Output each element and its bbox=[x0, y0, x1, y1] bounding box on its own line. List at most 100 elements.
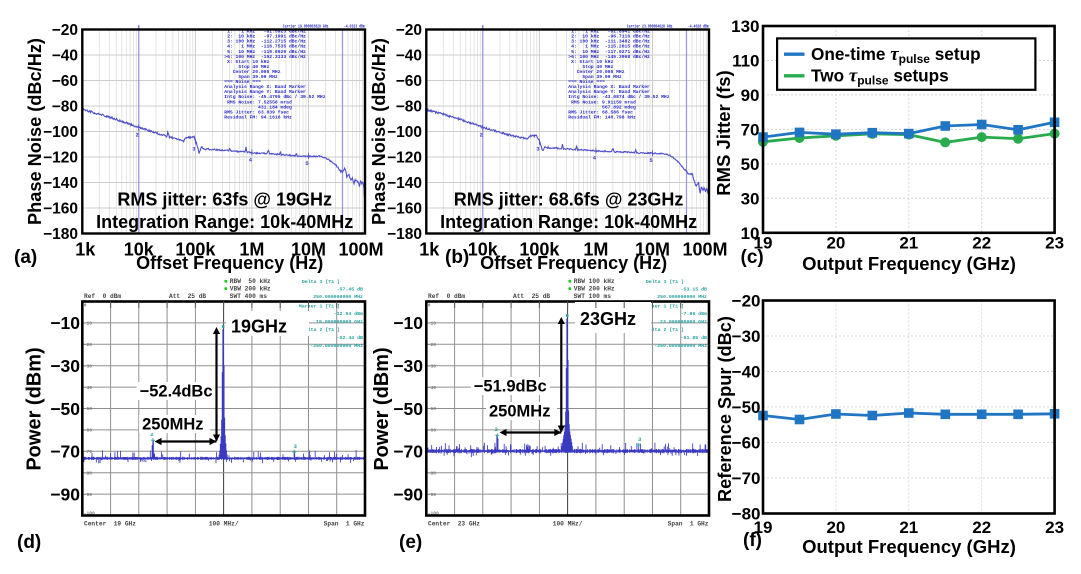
svg-text:Delta 3 [T1 ]: Delta 3 [T1 ] bbox=[646, 279, 684, 285]
svg-text:−51.9dBc: −51.9dBc bbox=[474, 378, 547, 396]
svg-text:Offset Frequency (Hz): Offset Frequency (Hz) bbox=[480, 253, 667, 273]
svg-text:431.184 mdeg: 431.184 mdeg bbox=[224, 104, 292, 110]
svg-text:Intg Noise: -43.0874 dBc / 39.: Intg Noise: -43.0874 dBc / 39.52 MHz bbox=[568, 94, 669, 100]
svg-text:1: 1 kHz -82.8941 dBc/Hz: 1: 1 kHz -82.8941 dBc/Hz bbox=[568, 29, 650, 35]
svg-text:Att 25 dB: Att 25 dB bbox=[513, 293, 550, 300]
svg-text:-52.44 dB: -52.44 dB bbox=[337, 335, 363, 341]
svg-text:VBW 200 kHz: VBW 200 kHz bbox=[574, 286, 615, 293]
svg-text:Delta 2 [T1 ]: Delta 2 [T1 ] bbox=[302, 327, 340, 333]
svg-text:-50: -50 bbox=[84, 406, 93, 412]
svg-text:-80: -80 bbox=[84, 470, 93, 476]
svg-text:30: 30 bbox=[741, 189, 760, 208]
svg-text:−30: −30 bbox=[50, 356, 80, 376]
svg-text:Marker 1 [T1 ]: Marker 1 [T1 ] bbox=[643, 303, 684, 309]
svg-text:−60: −60 bbox=[52, 73, 78, 90]
svg-text:23: 23 bbox=[1045, 518, 1064, 537]
svg-text:Analysis Range Y: Band Marker: Analysis Range Y: Band Marker bbox=[568, 89, 650, 95]
svg-text:-20: -20 bbox=[84, 342, 93, 348]
svg-text:−90: −90 bbox=[393, 484, 423, 504]
svg-text:-60: -60 bbox=[84, 428, 93, 434]
svg-text:Output Frequency (GHz): Output Frequency (GHz) bbox=[802, 536, 1016, 557]
svg-text:2: 2 bbox=[495, 426, 498, 433]
svg-text:-30: -30 bbox=[84, 363, 93, 369]
svg-text:1M: 1M bbox=[583, 240, 608, 260]
svg-text:Stop 40 MHz: Stop 40 MHz bbox=[568, 64, 613, 70]
svg-text:19: 19 bbox=[754, 234, 773, 253]
svg-text:−100: −100 bbox=[43, 124, 78, 141]
svg-text:>6: 100 MHz -152.3133 dBc/Hz: >6: 100 MHz -152.3133 dBc/Hz bbox=[224, 54, 306, 60]
svg-text:Two τpulse setups: Two τpulse setups bbox=[811, 65, 949, 87]
svg-text:2: 10 kHz -96.7116 dBc/Hz: 2: 10 kHz -96.7116 dBc/Hz bbox=[568, 34, 650, 40]
svg-text:-60: -60 bbox=[428, 428, 437, 434]
svg-text:−52.4dBc: −52.4dBc bbox=[140, 383, 213, 401]
svg-text:−180: −180 bbox=[387, 226, 422, 243]
svg-text:1k: 1k bbox=[75, 240, 96, 260]
svg-text:−80: −80 bbox=[396, 99, 422, 116]
svg-text:100M: 100M bbox=[682, 240, 727, 260]
svg-text:70: 70 bbox=[741, 120, 760, 139]
svg-text:3: 3 bbox=[638, 436, 642, 443]
svg-text:Phase Noise (dBc/Hz): Phase Noise (dBc/Hz) bbox=[369, 38, 389, 225]
svg-text:-100: -100 bbox=[428, 510, 439, 516]
svg-text:-10: -10 bbox=[84, 321, 93, 327]
svg-text:>6: 100 MHz -145.3968 dBc/Hz: >6: 100 MHz -145.3968 dBc/Hz bbox=[568, 54, 650, 60]
svg-text:250.000000000 MHz: 250.000000000 MHz bbox=[313, 294, 363, 300]
svg-text:4: 1 MHz -115.2015 dBc/Hz: 4: 1 MHz -115.2015 dBc/Hz bbox=[568, 44, 650, 50]
svg-text:−40: −40 bbox=[732, 363, 761, 382]
svg-text:RMS jitter: 68.6fs @ 23GHz: RMS jitter: 68.6fs @ 23GHz bbox=[454, 190, 684, 210]
svg-text:Span 39.99 MHz: Span 39.99 MHz bbox=[224, 74, 278, 80]
svg-text:Power (dBm): Power (dBm) bbox=[371, 347, 393, 470]
svg-text:4: 4 bbox=[249, 157, 253, 164]
svg-text:20: 20 bbox=[826, 234, 845, 253]
svg-text:4: 1 MHz -116.7535 dBc/Hz: 4: 1 MHz -116.7535 dBc/Hz bbox=[224, 44, 306, 50]
svg-text:RMS jitter: 63fs @ 19GHz: RMS jitter: 63fs @ 19GHz bbox=[117, 190, 332, 210]
svg-text:100 MHz/: 100 MHz/ bbox=[553, 521, 583, 528]
svg-text:2: 2 bbox=[480, 132, 483, 139]
svg-text:−160: −160 bbox=[43, 201, 78, 218]
svg-text:Power (dBm): Power (dBm) bbox=[24, 347, 46, 470]
svg-text:Reference Spur (dBc): Reference Spur (dBc) bbox=[715, 316, 735, 502]
svg-text:23.000000000 GHz: 23.000000000 GHz bbox=[660, 319, 707, 325]
svg-text:19GHz: 19GHz bbox=[231, 317, 287, 337]
svg-text:22: 22 bbox=[972, 234, 991, 253]
svg-text:50: 50 bbox=[741, 155, 760, 174]
svg-text:-70: -70 bbox=[84, 449, 93, 455]
svg-text:Center 20.005 MHz: Center 20.005 MHz bbox=[568, 69, 624, 75]
svg-text:2: 2 bbox=[136, 132, 139, 139]
svg-text:5: 10 MHz -117.0271 dBc/Hz: 5: 10 MHz -117.0271 dBc/Hz bbox=[568, 49, 650, 55]
svg-text:RMS Noise: 9.91159 mrad: RMS Noise: 9.91159 mrad bbox=[568, 99, 636, 105]
svg-text:130: 130 bbox=[731, 17, 759, 36]
svg-text:−60: −60 bbox=[732, 434, 761, 453]
svg-text:-7.86 dBm: -7.86 dBm bbox=[678, 311, 707, 317]
svg-text:Intg Noise: -45.4795 dBc / 39.: Intg Noise: -45.4795 dBc / 39.52 MHz bbox=[224, 94, 325, 100]
svg-text:-10: -10 bbox=[428, 321, 437, 327]
svg-text:=== Noise ===: === Noise === bbox=[224, 79, 261, 85]
svg-text:-57.45 dB: -57.45 dB bbox=[337, 287, 363, 293]
svg-text:-90: -90 bbox=[84, 492, 93, 498]
svg-text:-51.85 dB: -51.85 dB bbox=[681, 335, 707, 341]
svg-text:5: 5 bbox=[649, 157, 653, 164]
svg-text:Delta 3 [T1 ]: Delta 3 [T1 ] bbox=[302, 279, 340, 285]
svg-text:−20: −20 bbox=[732, 292, 761, 311]
svg-text:1M: 1M bbox=[239, 240, 264, 260]
svg-text:-90: -90 bbox=[428, 492, 437, 498]
svg-text:19.000000000 GHz: 19.000000000 GHz bbox=[316, 319, 363, 325]
svg-text:5: 5 bbox=[305, 160, 309, 167]
svg-text:−180: −180 bbox=[43, 226, 78, 243]
svg-text:-40: -40 bbox=[84, 385, 93, 391]
svg-text:-30: -30 bbox=[428, 363, 437, 369]
svg-text:One-time τpulse setup: One-time τpulse setup bbox=[811, 44, 981, 66]
svg-text:1: 1 kHz -81.5923 dBc/Hz: 1: 1 kHz -81.5923 dBc/Hz bbox=[224, 29, 306, 35]
svg-text:−160: −160 bbox=[387, 201, 422, 218]
svg-text:(f): (f) bbox=[743, 530, 762, 551]
svg-text:-12.94 dBm: -12.94 dBm bbox=[334, 311, 363, 317]
svg-text:22: 22 bbox=[972, 518, 991, 537]
svg-text:−20: −20 bbox=[52, 22, 78, 39]
svg-text:3: 100 kHz -111.3482 dBc/Hz: 3: 100 kHz -111.3482 dBc/Hz bbox=[568, 39, 650, 45]
svg-text:0: 0 bbox=[84, 302, 87, 308]
svg-text:−70: −70 bbox=[732, 469, 761, 488]
svg-text:−70: −70 bbox=[50, 442, 80, 462]
svg-text:1k: 1k bbox=[419, 240, 440, 260]
svg-text:100 MHz/: 100 MHz/ bbox=[209, 521, 239, 528]
svg-text:Carrier 23.000004628 GHz: Carrier 23.000004628 GHz -4.4028 dBm bbox=[627, 24, 709, 30]
